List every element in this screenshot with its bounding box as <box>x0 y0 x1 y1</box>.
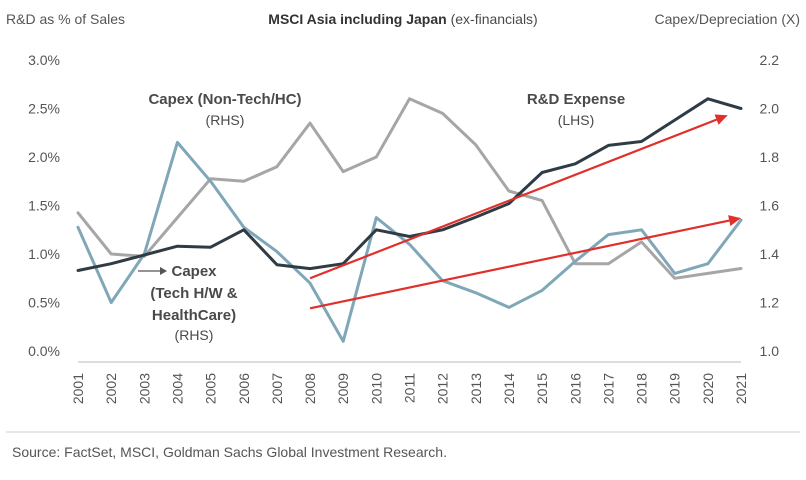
left-tick-label: 1.5% <box>28 198 60 214</box>
x-axis-ticks: 2001 2002 2003 2004 2005 2006 2007 2008 2009 2010… <box>70 373 749 404</box>
axes-group: R&D as % of Sales Capex/Depreciation (X)… <box>6 11 800 27</box>
x-tick-label: 2011 <box>402 373 418 403</box>
right-tick-label: 1.0 <box>760 343 780 359</box>
x-tick-label: 2002 <box>103 373 119 404</box>
capex-nontech-label: Capex (Non-Tech/HC) <box>148 91 301 108</box>
right-axis-ticks: 1.0 1.2 1.4 1.6 1.8 2.0 2.2 <box>760 52 780 359</box>
right-tick-label: 1.8 <box>760 149 780 165</box>
trend-arrow-2 <box>309 219 730 310</box>
right-tick-label: 2.2 <box>760 52 780 68</box>
left-tick-label: 3.0% <box>28 52 60 68</box>
chart-title-rest: (ex-financials) <box>447 11 538 27</box>
x-tick-label: 2001 <box>70 373 86 404</box>
left-tick-label: 1.0% <box>28 246 60 262</box>
left-axis-ticks: 0.0% 0.5% 1.0% 1.5% 2.0% 2.5% 3.0% <box>28 52 60 359</box>
x-tick-label: 2021 <box>733 373 749 404</box>
right-tick-label: 1.2 <box>760 295 780 311</box>
capex-tech-label-line3: HealthCare) <box>152 307 236 324</box>
x-tick-label: 2019 <box>667 373 683 404</box>
x-tick-label: 2014 <box>501 373 517 404</box>
trend-arrow-1 <box>309 118 717 280</box>
rd-expense-sub: (LHS) <box>558 112 595 128</box>
trend-arrow-head-2 <box>728 215 741 226</box>
right-tick-label: 2.0 <box>760 101 780 117</box>
series-line-capex_nontech <box>76 97 743 280</box>
capex-tech-label-line2: (Tech H/W & <box>150 285 237 302</box>
x-tick-label: 2017 <box>600 373 616 404</box>
source-note: Source: FactSet, MSCI, Goldman Sachs Glo… <box>12 444 447 460</box>
chart-title-bold: MSCI Asia including Japan <box>268 11 446 27</box>
x-tick-label: 2020 <box>700 373 716 404</box>
capex-tech-sub: (RHS) <box>175 327 214 343</box>
x-tick-label: 2005 <box>203 373 219 404</box>
series-group <box>76 97 743 343</box>
rd-expense-label: R&D Expense <box>527 91 625 108</box>
series-line-rd <box>76 97 743 272</box>
left-axis-title: R&D as % of Sales <box>6 11 125 27</box>
trend-arrow-head-1 <box>714 114 728 125</box>
x-tick-label: 2013 <box>468 373 484 404</box>
right-tick-label: 1.6 <box>760 198 780 214</box>
left-tick-label: 2.0% <box>28 149 60 165</box>
capex-tech-label-line1: Capex <box>171 263 217 280</box>
x-tick-label: 2012 <box>435 373 451 404</box>
left-tick-label: 0.0% <box>28 343 60 359</box>
x-tick-label: 2008 <box>302 373 318 404</box>
x-tick-label: 2004 <box>169 373 185 404</box>
series-line-capex_tech <box>76 140 743 343</box>
x-tick-label: 2009 <box>335 373 351 404</box>
x-tick-label: 2007 <box>269 373 285 404</box>
x-tick-label: 2015 <box>534 373 550 404</box>
chart-title: MSCI Asia including Japan (ex-financials… <box>268 11 537 27</box>
capex-tech-pointer-head <box>160 267 167 275</box>
x-tick-label: 2006 <box>236 373 252 404</box>
series-labels: Capex (Non-Tech/HC) (RHS) R&D Expense (L… <box>138 91 625 343</box>
left-tick-label: 0.5% <box>28 295 60 311</box>
x-tick-label: 2010 <box>368 373 384 404</box>
x-tick-label: 2003 <box>136 373 152 404</box>
trend-arrows <box>309 114 741 310</box>
right-tick-label: 1.4 <box>760 246 780 262</box>
x-tick-label: 2016 <box>567 373 583 404</box>
x-tick-label: 2018 <box>634 373 650 404</box>
capex-nontech-sub: (RHS) <box>206 112 245 128</box>
left-tick-label: 2.5% <box>28 101 60 117</box>
right-axis-title: Capex/Depreciation (X) <box>654 11 800 27</box>
